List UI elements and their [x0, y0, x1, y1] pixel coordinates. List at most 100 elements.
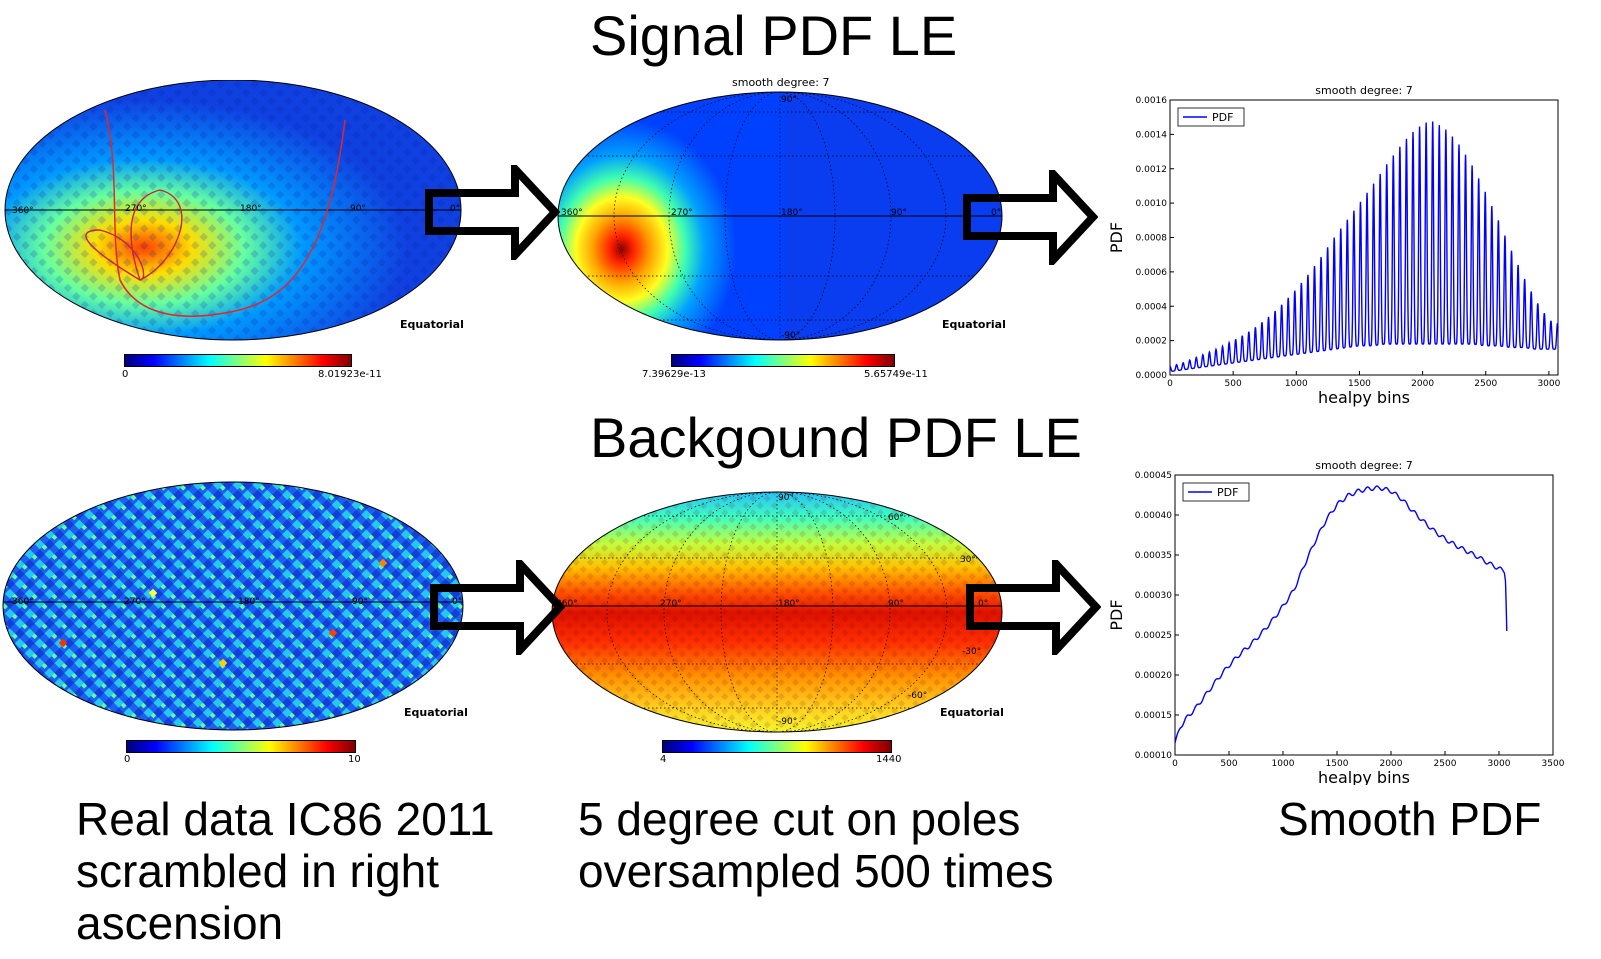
signal-title: Signal PDF LE [590, 4, 958, 67]
background-smooth-coord-label: Equatorial [940, 706, 1004, 719]
x-axis-label: healpy bins [1318, 768, 1410, 785]
y-tick-label: 0.0016 [1136, 96, 1168, 106]
svg-text:270°: 270° [660, 599, 682, 609]
legend-box [1182, 482, 1250, 502]
y-tick-label: 0.00035 [1135, 551, 1172, 561]
plot-frame [1174, 474, 1554, 756]
y-tick-label: 0.0010 [1136, 199, 1168, 209]
caption-right: Smooth PDF [1278, 793, 1542, 845]
y-tick-label: 0.0004 [1136, 302, 1168, 312]
signal-smooth-cb-max: 5.65749e-11 [864, 369, 928, 380]
x-tick-label: 2500 [1434, 759, 1457, 769]
y-tick-label: 0.0002 [1136, 337, 1168, 347]
background-raw-cb-max: 10 [348, 754, 361, 765]
x-tick-label: 500 [1220, 759, 1237, 769]
background-smooth-cb-min: 4 [660, 754, 667, 765]
svg-text:360°: 360° [556, 599, 578, 609]
chart-title: smooth degree: 7 [1315, 84, 1412, 97]
svg-text:0°: 0° [978, 599, 988, 609]
background-smooth-colorbar [662, 740, 892, 753]
signal-smooth-cb-min: 7.39629e-13 [642, 369, 706, 380]
signal-raw-colorbar [124, 354, 352, 367]
background-raw-colorbar [126, 740, 356, 753]
legend-label: PDF [1212, 111, 1233, 124]
signal-smooth-colorbar [671, 354, 895, 367]
background-raw-cb-min: 0 [124, 754, 131, 765]
signal-raw-cb-min: 0 [122, 369, 129, 380]
svg-text:180°: 180° [238, 597, 260, 607]
svg-text:90°: 90° [778, 493, 794, 503]
svg-text:270°: 270° [124, 597, 146, 607]
x-tick-label: 1500 [1326, 759, 1349, 769]
x-tick-label: 0 [1172, 759, 1178, 769]
y-tick-label: 0.0006 [1136, 268, 1168, 278]
svg-text:270°: 270° [671, 208, 693, 218]
svg-text:90°: 90° [888, 599, 904, 609]
svg-text:0°: 0° [450, 204, 460, 214]
svg-text:0°: 0° [452, 597, 462, 607]
svg-text:-60°: -60° [908, 691, 927, 701]
series-line-pdf [1174, 485, 1508, 744]
signal-smooth-coord-label: Equatorial [942, 318, 1006, 331]
y-tick-label: 0.00025 [1135, 631, 1172, 641]
svg-text:360°: 360° [12, 597, 34, 607]
svg-text:360°: 360° [12, 206, 34, 216]
chart-title: smooth degree: 7 [1315, 459, 1412, 472]
x-tick-label: 500 [1225, 379, 1242, 389]
svg-text:0°: 0° [991, 208, 1001, 218]
caption-left: Real data IC86 2011 scrambled in right a… [76, 793, 495, 949]
y-tick-label: 0.0012 [1136, 165, 1168, 175]
x-axis-label: healpy bins [1318, 388, 1410, 407]
svg-text:180°: 180° [778, 599, 800, 609]
svg-text:-90°: -90° [781, 331, 800, 341]
y-tick-label: 0.0014 [1136, 130, 1168, 140]
x-tick-label: 0 [1167, 379, 1173, 389]
signal-raw-cb-max: 8.01923e-11 [318, 369, 382, 380]
x-tick-label: 2500 [1474, 379, 1497, 389]
svg-text:-90°: -90° [778, 717, 797, 727]
svg-text:30°: 30° [960, 555, 976, 565]
legend-label: PDF [1217, 486, 1238, 499]
svg-text:90°: 90° [891, 208, 907, 218]
y-tick-label: 0.00010 [1135, 751, 1172, 761]
background-smooth-cb-max: 1440 [876, 754, 902, 765]
svg-text:90°: 90° [352, 597, 368, 607]
svg-text:90°: 90° [781, 95, 797, 105]
svg-text:180°: 180° [240, 204, 262, 214]
x-tick-label: 2000 [1380, 759, 1403, 769]
x-tick-label: 1500 [1348, 379, 1371, 389]
arrow-icon [430, 560, 565, 655]
series-line-pdf [1169, 121, 1559, 372]
svg-text:90°: 90° [350, 204, 366, 214]
background-pdf-chart: smooth degree: 7 0 500 1000 1500 2000 2500 3000… [1107, 459, 1565, 785]
y-axis-label: PDF [1107, 222, 1126, 253]
svg-text:-30°: -30° [962, 647, 981, 657]
y-tick-label: 0.00030 [1135, 591, 1172, 601]
x-tick-label: 1000 [1272, 759, 1295, 769]
x-tick-label: 3500 [1542, 759, 1565, 769]
svg-text:60°: 60° [888, 513, 904, 523]
x-tick-label: 2000 [1411, 379, 1434, 389]
svg-text:270°: 270° [125, 204, 147, 214]
x-tick-label: 3000 [1488, 759, 1511, 769]
background-raw-coord-label: Equatorial [404, 706, 468, 719]
background-smooth-skymap: 360° 270° 180° 90° 0° 90° 60° 30° -30° -… [551, 491, 1003, 733]
signal-pdf-chart: smooth degree: 7 0 500 1000 1500 2000 2500 3000… [1107, 84, 1561, 407]
y-tick-label: 0.0008 [1136, 234, 1168, 244]
x-tick-label: 3000 [1537, 379, 1560, 389]
svg-text:360°: 360° [561, 208, 583, 218]
x-tick-label: 1000 [1285, 379, 1308, 389]
y-tick-label: 0.00020 [1135, 671, 1172, 681]
svg-text:180°: 180° [781, 208, 803, 218]
arrow-icon [966, 560, 1101, 655]
background-title: Backgound PDF LE [590, 406, 1082, 469]
background-raw-skymap: 360° 270° 180° 90° 0° [2, 481, 464, 731]
arrow-icon [425, 165, 560, 260]
y-axis-label: PDF [1107, 599, 1126, 630]
signal-raw-coord-label: Equatorial [400, 318, 464, 331]
y-tick-label: 0.00040 [1135, 511, 1172, 521]
signal-smooth-skymap: 360° 270° 180° 90° 0° 90° -90° [557, 91, 1003, 341]
caption-middle: 5 degree cut on poles oversampled 500 ti… [578, 793, 1054, 897]
signal-smooth-map-title: smooth degree: 7 [732, 76, 830, 89]
signal-raw-skymap: 360° 270° 180° 90° 0° [4, 80, 462, 341]
